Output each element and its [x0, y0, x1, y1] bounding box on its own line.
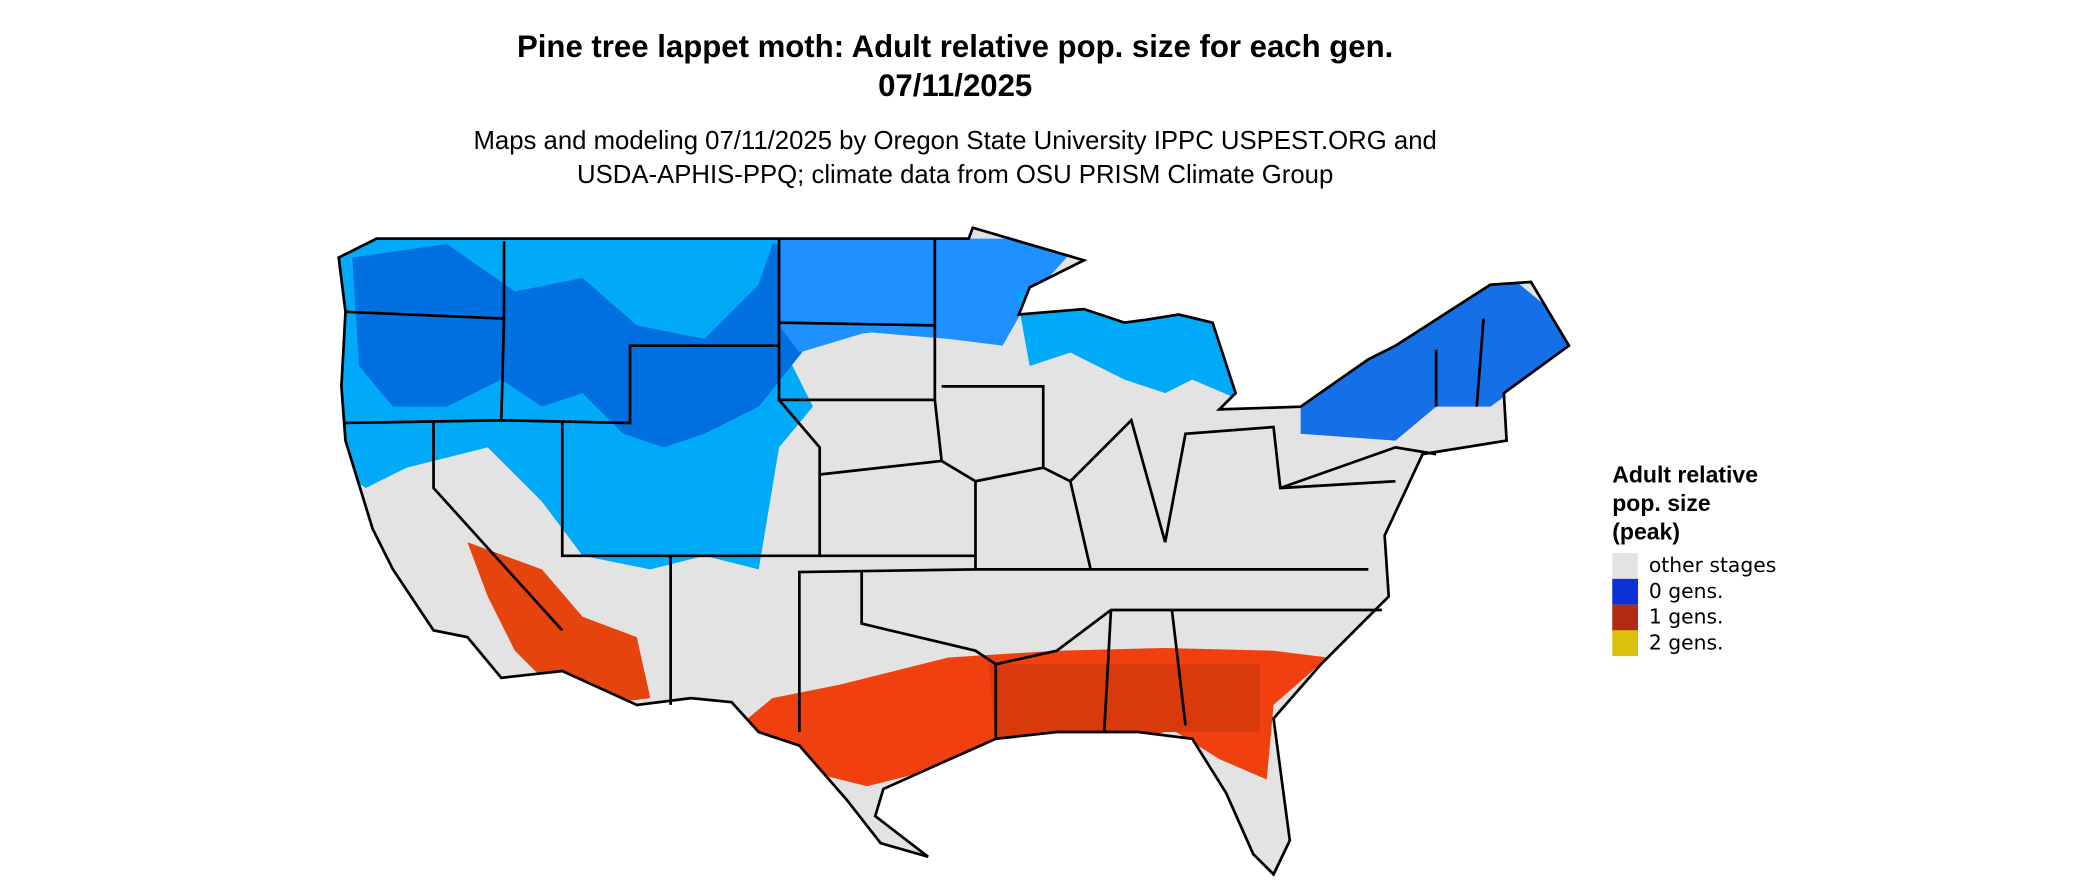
title-date: 07/11/2025 [878, 68, 1032, 103]
blue-region [1300, 271, 1569, 441]
legend-label: 2 gens. [1649, 630, 1724, 654]
blue-region [1016, 291, 1240, 400]
legend-swatch [1612, 578, 1638, 605]
legend-label: other stages [1649, 553, 1777, 577]
subtitle: USDA-APHIS-PPQ; climate data from OSU PR… [577, 161, 1333, 189]
state-borders [337, 226, 1571, 876]
legend-swatch [1612, 630, 1638, 657]
legend: Adult relative pop. size (peak) other st… [1612, 462, 1776, 657]
us-map [337, 226, 1571, 876]
subtitle: Maps and modeling 07/11/2025 by Oregon S… [473, 127, 1436, 155]
orange-region [467, 542, 651, 705]
title: Pine tree lappet moth: Adult relative po… [517, 29, 1393, 64]
legend-swatch [1612, 604, 1638, 631]
legend-title: (peak) [1612, 519, 1680, 545]
legend-title: Adult relative [1612, 462, 1758, 488]
legend-swatch [1612, 553, 1638, 579]
titles: Pine tree lappet moth: Adult relative po… [473, 29, 1436, 189]
legend-label: 0 gens. [1649, 579, 1724, 603]
legend-label: 1 gens. [1649, 605, 1724, 629]
legend-title: pop. size [1612, 490, 1711, 516]
